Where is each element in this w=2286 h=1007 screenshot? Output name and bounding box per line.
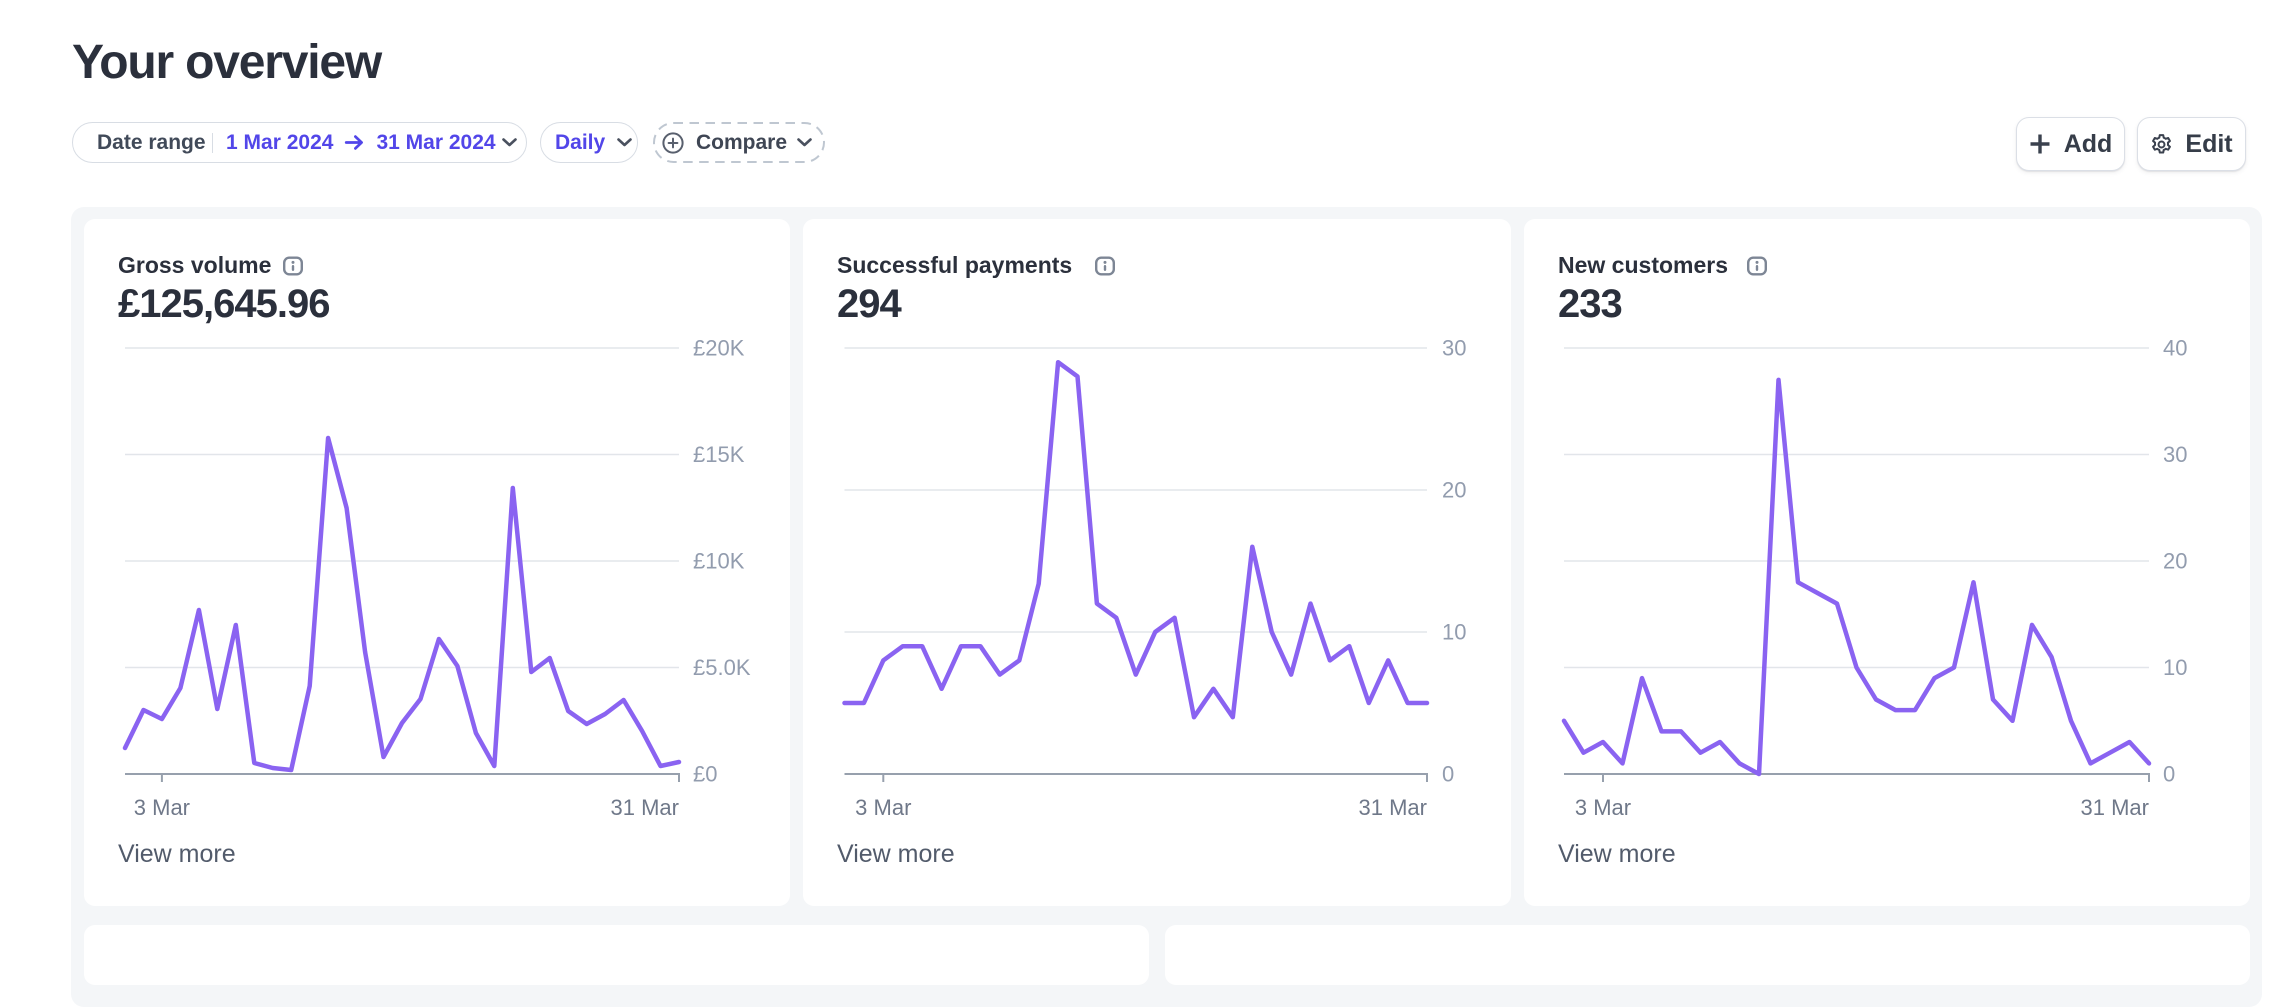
svg-text:31 Mar: 31 Mar [2081,795,2149,820]
svg-text:0: 0 [1442,762,1454,787]
svg-text:30: 30 [2163,442,2187,467]
svg-text:£20K: £20K [693,336,745,361]
svg-text:£15K: £15K [693,442,745,467]
svg-text:3 Mar: 3 Mar [855,795,911,820]
svg-text:20: 20 [2163,549,2187,574]
svg-text:3 Mar: 3 Mar [134,795,190,820]
svg-text:31 Mar: 31 Mar [611,795,679,820]
svg-text:10: 10 [1442,620,1466,645]
svg-text:40: 40 [2163,336,2187,361]
svg-text:31 Mar: 31 Mar [1359,795,1427,820]
svg-text:£10K: £10K [693,549,745,574]
svg-text:30: 30 [1442,336,1466,361]
svg-text:3 Mar: 3 Mar [1575,795,1631,820]
svg-text:10: 10 [2163,655,2187,680]
svg-text:20: 20 [1442,478,1466,503]
svg-text:0: 0 [2163,762,2175,787]
svg-text:£5.0K: £5.0K [693,655,751,680]
svg-text:£0: £0 [693,762,717,787]
